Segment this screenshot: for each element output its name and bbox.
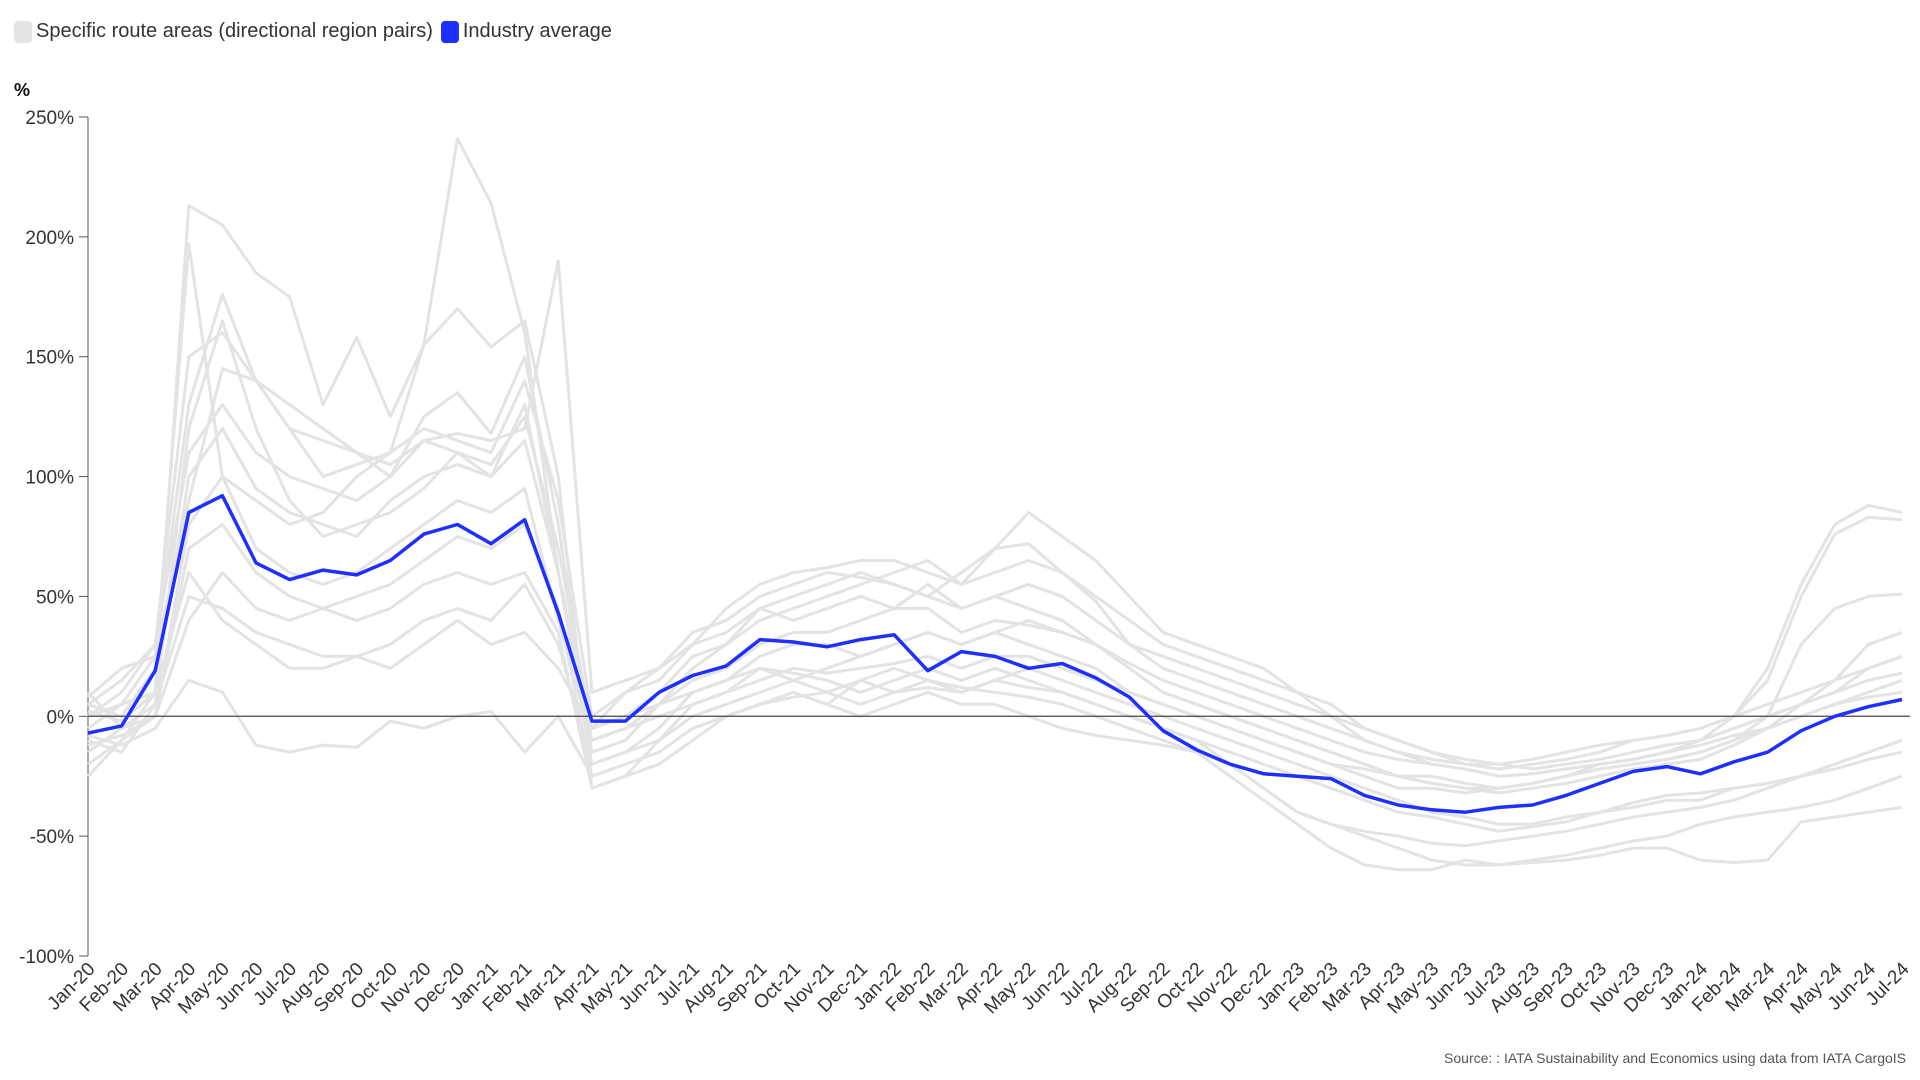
series-line-route-area-9 (87, 582, 1903, 790)
source-note: Source: : IATA Sustainability and Econom… (1444, 1050, 1906, 1066)
legend-item-route-areas[interactable]: Specific route areas (directional region… (14, 20, 433, 43)
series-line-route-area-10 (87, 403, 1903, 771)
y-tick-label: 150% (25, 348, 74, 369)
y-tick-label: 250% (25, 108, 74, 129)
legend-swatch-route-areas (14, 20, 32, 43)
legend-label-industry-average: Industry average (462, 20, 612, 42)
series-line-route-area-7 (87, 678, 1903, 867)
series-line-route-area-14 (87, 427, 1903, 778)
y-tick-label: 50% (36, 587, 74, 608)
legend-item-industry-average[interactable]: Industry average (440, 20, 612, 43)
series-line-route-area-3 (87, 259, 1903, 778)
legend-label-route-areas: Specific route areas (directional region… (36, 20, 433, 42)
y-tick-label: 100% (25, 468, 74, 489)
chart-legend: Specific route areas (directional region… (14, 20, 620, 43)
series-line-route-area-12 (87, 367, 1903, 771)
y-axis-unit-label: % (14, 80, 31, 100)
series-line-industry-average (87, 493, 1903, 814)
y-tick-label: 0% (47, 707, 75, 728)
series-line-route-area-11 (87, 571, 1903, 826)
series-line-route-area-5 (87, 319, 1903, 795)
y-tick-label: -100% (19, 947, 74, 968)
series-line-route-area-1 (86, 204, 1903, 848)
legend-swatch-industry-average (440, 20, 459, 43)
series-line-route-area-13 (87, 523, 1903, 833)
y-tick-label: -50% (30, 827, 74, 848)
series-line-route-area-8 (87, 571, 1903, 872)
y-tick-label: 200% (25, 228, 74, 249)
